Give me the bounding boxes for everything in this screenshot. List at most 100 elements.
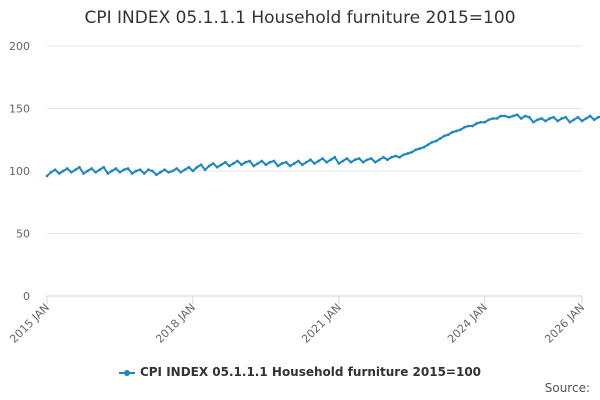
data-point-0-24[interactable]: [142, 172, 146, 175]
data-point-0-123[interactable]: [544, 119, 547, 123]
data-point-0-120[interactable]: [531, 120, 535, 124]
data-point-0-46[interactable]: [232, 162, 235, 165]
data-point-0-93[interactable]: [422, 145, 426, 149]
data-point-0-8[interactable]: [78, 165, 81, 169]
data-point-0-65[interactable]: [309, 158, 312, 162]
data-point-0-75[interactable]: [349, 160, 353, 164]
data-point-0-125[interactable]: [552, 115, 556, 119]
data-point-0-22[interactable]: [134, 169, 138, 173]
data-point-0-94[interactable]: [426, 143, 430, 147]
data-point-0-14[interactable]: [102, 165, 106, 169]
data-point-0-9[interactable]: [82, 172, 85, 175]
data-point-0-53[interactable]: [260, 159, 264, 163]
data-point-0-21[interactable]: [130, 172, 134, 175]
data-point-0-104[interactable]: [467, 124, 470, 128]
data-point-0-2[interactable]: [53, 168, 57, 172]
data-point-0-134[interactable]: [588, 114, 592, 118]
data-point-0-117[interactable]: [519, 117, 523, 120]
data-point-0-40[interactable]: [207, 164, 211, 168]
data-point-0-52[interactable]: [256, 162, 260, 165]
data-point-0-61[interactable]: [292, 162, 296, 165]
data-point-0-12[interactable]: [94, 170, 98, 174]
data-point-0-47[interactable]: [236, 159, 239, 163]
data-point-0-32[interactable]: [175, 167, 179, 170]
data-point-0-129[interactable]: [568, 120, 572, 124]
data-point-0-113[interactable]: [503, 114, 507, 118]
data-point-0-110[interactable]: [491, 117, 495, 120]
data-point-0-68[interactable]: [321, 157, 325, 160]
data-point-0-0[interactable]: [45, 174, 49, 178]
data-point-0-50[interactable]: [248, 159, 252, 163]
data-point-0-103[interactable]: [463, 125, 466, 129]
data-point-0-67[interactable]: [317, 159, 320, 163]
data-point-0-34[interactable]: [183, 168, 187, 172]
data-point-0-72[interactable]: [337, 162, 341, 165]
data-point-0-135[interactable]: [592, 118, 596, 122]
data-point-0-55[interactable]: [268, 160, 272, 164]
data-point-0-106[interactable]: [475, 122, 479, 125]
data-point-0-87[interactable]: [398, 155, 402, 159]
data-point-0-112[interactable]: [499, 114, 503, 118]
data-point-0-1[interactable]: [49, 170, 53, 174]
data-point-0-44[interactable]: [223, 160, 227, 164]
data-point-0-105[interactable]: [471, 124, 474, 128]
data-point-0-13[interactable]: [98, 168, 102, 172]
data-point-0-38[interactable]: [199, 163, 203, 167]
data-point-0-92[interactable]: [418, 147, 422, 150]
data-point-0-17[interactable]: [114, 167, 118, 170]
data-point-0-54[interactable]: [264, 163, 268, 167]
data-point-0-51[interactable]: [252, 164, 256, 168]
data-point-0-3[interactable]: [57, 172, 61, 175]
data-point-0-90[interactable]: [410, 150, 414, 154]
data-point-0-18[interactable]: [118, 170, 122, 174]
data-point-0-42[interactable]: [215, 165, 219, 169]
data-point-0-99[interactable]: [446, 133, 450, 137]
data-point-0-62[interactable]: [296, 159, 300, 163]
data-point-0-30[interactable]: [167, 170, 170, 174]
data-point-0-4[interactable]: [61, 169, 65, 173]
data-point-0-121[interactable]: [536, 118, 539, 122]
data-point-0-79[interactable]: [365, 158, 369, 162]
data-point-0-6[interactable]: [69, 170, 73, 174]
data-point-0-60[interactable]: [288, 164, 292, 168]
data-point-0-25[interactable]: [146, 168, 150, 172]
data-point-0-86[interactable]: [394, 154, 397, 158]
data-point-0-56[interactable]: [272, 159, 276, 163]
data-point-0-29[interactable]: [163, 168, 166, 172]
data-point-0-96[interactable]: [434, 139, 438, 143]
data-point-0-23[interactable]: [138, 168, 142, 172]
data-point-0-19[interactable]: [122, 168, 126, 172]
data-point-0-116[interactable]: [515, 113, 519, 117]
data-point-0-109[interactable]: [487, 118, 491, 122]
data-point-0-107[interactable]: [479, 120, 483, 124]
data-point-0-78[interactable]: [361, 160, 365, 164]
data-point-0-83[interactable]: [382, 155, 385, 159]
data-point-0-115[interactable]: [511, 114, 515, 118]
data-point-0-11[interactable]: [90, 167, 93, 170]
data-point-0-33[interactable]: [179, 170, 183, 174]
data-point-0-114[interactable]: [507, 115, 511, 119]
data-point-0-122[interactable]: [540, 117, 543, 120]
data-point-0-101[interactable]: [454, 129, 458, 133]
data-point-0-128[interactable]: [564, 115, 568, 119]
data-point-0-5[interactable]: [65, 167, 69, 170]
data-point-0-57[interactable]: [276, 164, 280, 168]
data-point-0-49[interactable]: [244, 160, 248, 164]
data-point-0-133[interactable]: [584, 117, 588, 120]
data-point-0-15[interactable]: [106, 172, 110, 175]
data-point-0-136[interactable]: [596, 115, 600, 119]
data-point-0-98[interactable]: [442, 134, 446, 138]
data-point-0-132[interactable]: [580, 119, 584, 123]
data-point-0-77[interactable]: [357, 157, 361, 160]
data-point-0-71[interactable]: [333, 155, 337, 159]
data-point-0-102[interactable]: [459, 128, 462, 132]
data-point-0-131[interactable]: [576, 115, 580, 119]
data-point-0-37[interactable]: [195, 165, 199, 169]
data-point-0-35[interactable]: [187, 165, 191, 169]
data-point-0-20[interactable]: [126, 167, 130, 170]
data-point-0-88[interactable]: [402, 153, 406, 157]
data-point-0-39[interactable]: [203, 168, 207, 172]
data-point-0-69[interactable]: [325, 160, 329, 164]
data-point-0-41[interactable]: [211, 162, 215, 165]
data-point-0-63[interactable]: [300, 163, 304, 167]
